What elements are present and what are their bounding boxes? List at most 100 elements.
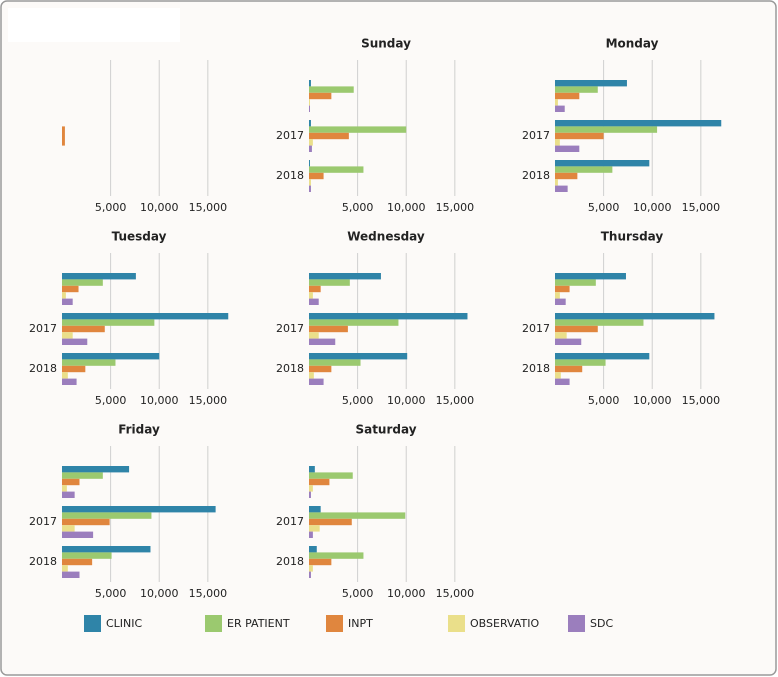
chart-title: Tuesday: [112, 230, 167, 244]
bar: [62, 359, 116, 366]
bar: [555, 126, 658, 133]
bar: [62, 325, 105, 333]
legend-label: SDC: [590, 617, 613, 630]
bar: [555, 338, 582, 345]
x-tick-label: 10,000: [387, 394, 426, 407]
y-tick-label: 2017: [276, 129, 304, 142]
bar: [309, 126, 407, 133]
legend-label: INPT: [348, 617, 373, 630]
bar: [555, 353, 650, 360]
bar: [62, 273, 136, 280]
bar: [62, 472, 103, 479]
bar: [62, 319, 155, 326]
bar: [62, 338, 88, 345]
x-tick-label: 5,000: [588, 201, 620, 214]
y-tick-label: 2017: [276, 322, 304, 335]
bar: [555, 359, 606, 366]
bar: [309, 145, 312, 152]
chart-title: Friday: [118, 423, 160, 437]
legend-label: CLINIC: [106, 617, 143, 630]
bar: [62, 298, 73, 305]
chart-title: Saturday: [355, 423, 416, 437]
y-tick-label: 2018: [276, 169, 304, 182]
y-tick-label: 2017: [522, 322, 550, 335]
bar: [309, 506, 321, 513]
bar: [309, 518, 352, 526]
x-tick-label: 5,000: [95, 394, 127, 407]
bar: [309, 86, 354, 93]
bar: [555, 279, 596, 286]
x-tick-label: 5,000: [95, 201, 127, 214]
bar: [62, 466, 130, 473]
bar: [309, 378, 324, 385]
x-tick-label: 5,000: [342, 201, 374, 214]
bar: [555, 160, 650, 167]
bar: [555, 378, 570, 385]
bar: [309, 571, 311, 578]
bar: [309, 319, 399, 326]
bar: [309, 105, 310, 112]
bar: [309, 139, 313, 146]
bar: [62, 531, 94, 538]
bar: [62, 378, 77, 385]
bar: [309, 185, 311, 192]
chart-title: Sunday: [361, 37, 411, 51]
x-tick-label: 15,000: [682, 394, 721, 407]
legend-swatch: [568, 615, 585, 632]
bar: [62, 546, 151, 553]
bar: [309, 512, 406, 519]
blank-box: [8, 8, 180, 42]
bar: [309, 120, 311, 127]
bar: [555, 273, 626, 280]
bar: [62, 512, 152, 519]
y-tick-label: 2017: [276, 515, 304, 528]
bar: [309, 298, 319, 305]
bar: [309, 359, 361, 366]
bar: [309, 279, 350, 286]
bar: [555, 120, 722, 127]
bar: [309, 166, 364, 173]
bar: [555, 92, 580, 100]
chart-title: Thursday: [601, 230, 664, 244]
bar: [309, 466, 315, 473]
bar: [309, 179, 311, 186]
y-tick-label: 2017: [29, 515, 57, 528]
x-tick-label: 10,000: [387, 587, 426, 600]
bar: [555, 319, 644, 326]
bar: [62, 285, 79, 293]
legend-swatch: [448, 615, 465, 632]
bar: [62, 525, 75, 532]
bar: [309, 313, 468, 320]
x-tick-label: 5,000: [342, 394, 374, 407]
bar: [62, 558, 93, 566]
bar: [62, 279, 103, 286]
bar: [309, 472, 353, 479]
bar: [555, 185, 568, 192]
bar: [62, 313, 229, 320]
x-tick-label: 10,000: [140, 587, 179, 600]
x-tick-label: 15,000: [436, 587, 475, 600]
bar: [309, 80, 311, 87]
bar: [62, 126, 65, 146]
bar: [309, 160, 310, 167]
x-tick-label: 10,000: [633, 394, 672, 407]
bar: [309, 132, 349, 140]
bar: [62, 365, 86, 373]
bar: [62, 353, 160, 360]
legend-swatch: [326, 615, 343, 632]
bar: [62, 485, 67, 492]
bar: [62, 372, 68, 379]
bar: [555, 145, 580, 152]
x-tick-label: 5,000: [588, 394, 620, 407]
bar: [62, 332, 73, 339]
x-tick-label: 10,000: [140, 394, 179, 407]
x-tick-label: 15,000: [189, 394, 228, 407]
bar: [555, 166, 613, 173]
bar: [555, 285, 570, 293]
bar: [309, 273, 381, 280]
legend-swatch: [205, 615, 222, 632]
y-tick-label: 2017: [522, 129, 550, 142]
bar: [555, 365, 583, 373]
x-tick-label: 10,000: [633, 201, 672, 214]
